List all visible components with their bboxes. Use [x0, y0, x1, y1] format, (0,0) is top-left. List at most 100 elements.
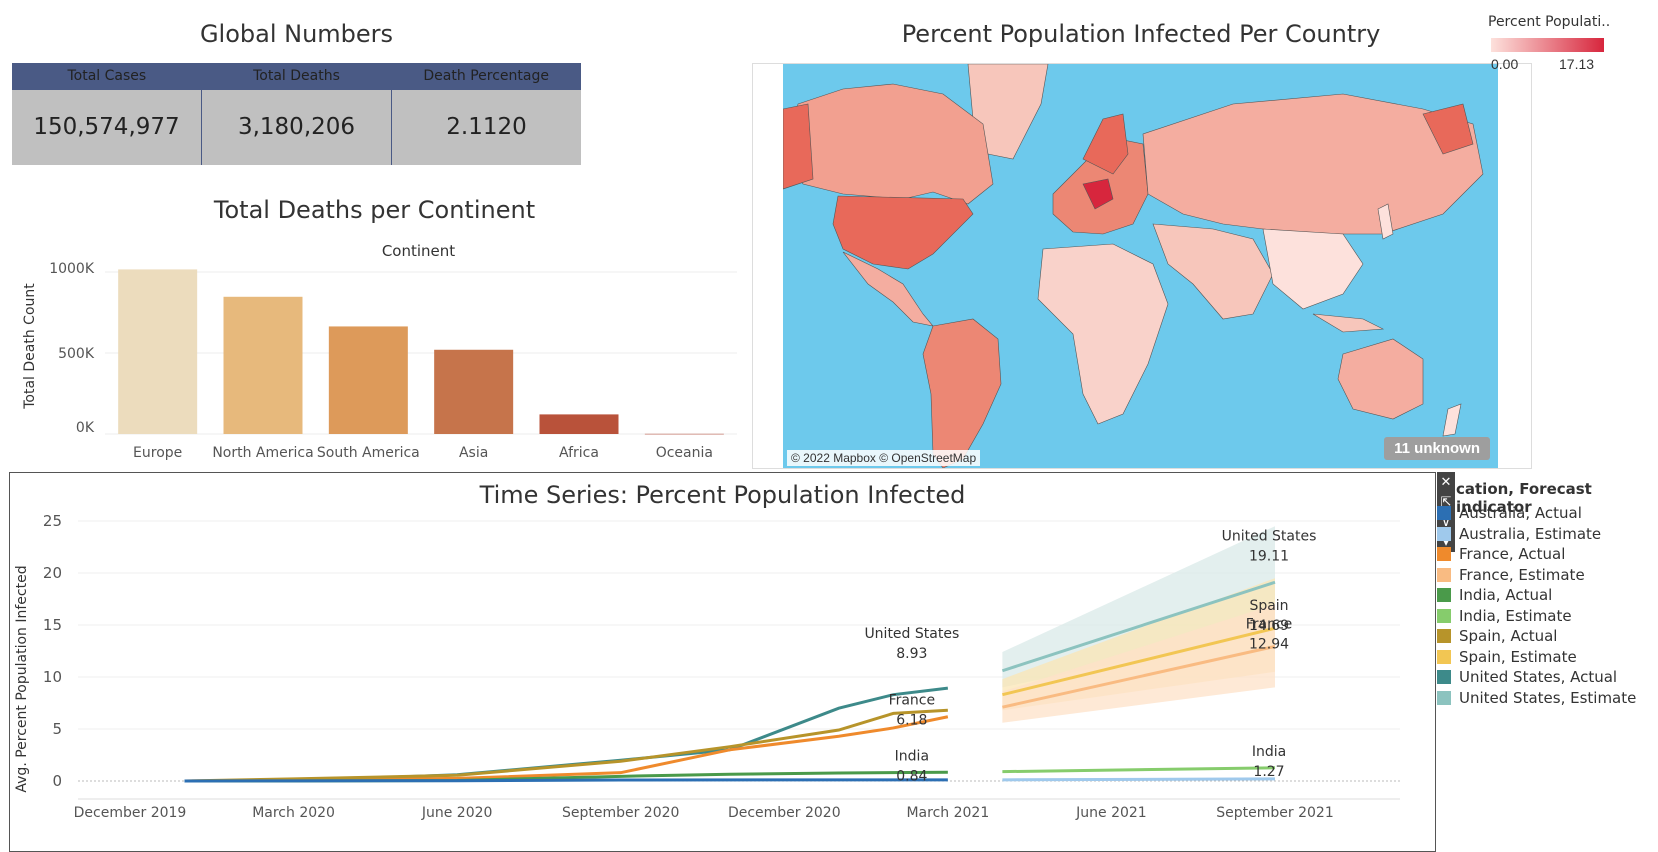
map-ocean[interactable]: © 2022 Mapbox © OpenStreetMap 11 unknown [783, 64, 1498, 468]
timeseries-xtick: September 2021 [1216, 805, 1333, 821]
timeseries-xtick: March 2021 [906, 805, 989, 821]
legend-swatch [1437, 526, 1451, 541]
timeseries-xtick: March 2020 [252, 805, 335, 821]
series-end-label: United States [864, 626, 959, 642]
legend-label: France, Actual [1459, 545, 1566, 563]
series-line-spain-estimate[interactable] [1002, 626, 1276, 697]
series-end-value: 0.84 [896, 768, 927, 784]
map-legend-min: 0.00 [1491, 56, 1519, 72]
legend-item[interactable]: United States, Actual [1437, 667, 1617, 687]
continent-x-tick: Oceania [655, 445, 713, 461]
continent-header: Continent [381, 242, 456, 260]
legend-swatch [1437, 567, 1451, 582]
timeseries-ytick: 20 [43, 564, 62, 582]
series-end-value: 6.18 [896, 713, 927, 729]
continent-x-tick: South America [316, 445, 420, 461]
timeseries-ytick: 25 [43, 512, 62, 530]
bar-asia[interactable] [434, 349, 514, 434]
filter-icon[interactable]: ⊽ [1441, 514, 1451, 529]
global-numbers-values: 150,574,977 3,180,206 2.1120 [12, 90, 581, 165]
timeseries-chart: 25 20 15 10 5 0 December 2019 March 2020 June 20… [43, 512, 1400, 821]
legend-swatch [1437, 629, 1451, 643]
map-title: Percent Population Infected Per Country [901, 20, 1381, 48]
timeseries-xtick: December 2020 [728, 805, 841, 821]
popout-icon[interactable]: ⇱ [1440, 494, 1452, 509]
total-deaths-value: 3,180,206 [202, 90, 392, 165]
legend-swatch [1437, 588, 1451, 602]
series-line-australia-estimate[interactable] [1002, 777, 1276, 782]
legend-item[interactable]: Australia, Actual [1437, 503, 1582, 523]
legend-swatch [1437, 506, 1451, 520]
map-legend-max: 17.13 [1559, 56, 1595, 72]
series-end-value: 8.93 [896, 646, 927, 662]
total-cases-header: Total Cases [67, 68, 147, 84]
series-end-label: Spain [1249, 598, 1288, 614]
legend-label: Spain, Estimate [1459, 647, 1577, 666]
legend-item[interactable]: France, Estimate [1437, 565, 1585, 585]
series-end-label: France [889, 693, 936, 709]
legend-item[interactable]: India, Actual [1437, 585, 1552, 605]
continent-x-tick: Europe [133, 445, 183, 461]
bar-africa[interactable] [539, 414, 619, 434]
legend-swatch [1437, 608, 1451, 623]
bar-oceania[interactable] [644, 433, 724, 435]
bar-south-america[interactable] [328, 326, 408, 434]
series-line-india-estimate[interactable] [1002, 766, 1276, 774]
timeseries-panel[interactable]: Time Series: Percent Population Infected… [9, 472, 1436, 852]
series-line-france-estimate[interactable] [1002, 644, 1276, 709]
legend-label: United States, Estimate [1459, 688, 1637, 707]
legend-item[interactable]: Spain, Estimate [1437, 647, 1577, 667]
series-line-spain-actual[interactable] [184, 708, 948, 783]
legend-swatch [1437, 670, 1451, 684]
legend-item[interactable]: Spain, Actual [1437, 626, 1557, 646]
legend-label: United States, Actual [1459, 668, 1618, 686]
series-line-france-actual[interactable] [184, 715, 949, 783]
more-options-icon[interactable]: ▾ [1442, 534, 1450, 549]
continent-chart-title: Total Deaths per Continent [213, 196, 536, 224]
legend-item[interactable]: India, Estimate [1437, 606, 1572, 626]
legend-label: India, Actual [1459, 586, 1553, 604]
series-end-value: 14.69 [1249, 618, 1289, 634]
legend-item[interactable]: Australia, Estimate [1437, 524, 1601, 544]
timeseries-xtick: June 2021 [1075, 805, 1147, 821]
legend-label: France, Estimate [1459, 565, 1585, 584]
series-end-value: 12.94 [1249, 636, 1289, 652]
continent-x-tick: Africa [559, 445, 599, 461]
legend-label: India, Estimate [1459, 606, 1572, 625]
map-legend-title: Percent Populati.. [1488, 14, 1611, 30]
legend-item[interactable]: United States, Estimate [1437, 688, 1636, 708]
series-end-value: 1.27 [1253, 764, 1284, 780]
timeseries-title: Time Series: Percent Population Infected [479, 481, 966, 509]
map-attribution[interactable]: © 2022 Mapbox © OpenStreetMap [787, 450, 981, 466]
timeseries-xtick: September 2020 [562, 805, 679, 821]
map-countries[interactable] [783, 64, 1498, 468]
series-end-label: India [1252, 744, 1286, 760]
timeseries-ytick: 5 [52, 720, 62, 738]
legend-label: Spain, Actual [1459, 627, 1558, 645]
close-icon[interactable]: ✕ [1440, 474, 1452, 489]
timeseries-ytick: 0 [52, 772, 62, 790]
unknown-count-badge[interactable]: 11 unknown [1384, 437, 1490, 460]
death-percentage-value: 2.1120 [446, 114, 527, 140]
series-end-label: India [895, 748, 929, 764]
death-percentage-header: Death Percentage [423, 68, 549, 84]
series-end-value: 19.11 [1249, 548, 1289, 564]
series-end-label: France [1246, 616, 1293, 632]
legend-label: Australia, Estimate [1459, 524, 1602, 543]
series-line-united-states-estimate[interactable] [1001, 580, 1276, 673]
world-map[interactable]: © 2022 Mapbox © OpenStreetMap 11 unknown [752, 63, 1532, 469]
legend-item[interactable]: France, Actual [1437, 544, 1565, 564]
continent-x-tick: North America [212, 445, 314, 461]
bar-europe[interactable] [118, 269, 198, 434]
timeseries-xtick: June 2020 [421, 805, 493, 821]
legend-swatch [1437, 547, 1451, 561]
continent-ytick: 1000K [49, 261, 94, 277]
bar-north-america[interactable] [223, 296, 303, 434]
global-numbers-header: Total Cases Total Deaths Death Percentag… [12, 63, 581, 90]
timeseries-ytick: 15 [43, 616, 62, 634]
total-deaths-header: Total Deaths [253, 68, 340, 84]
continent-bar-chart [105, 269, 737, 435]
continent-ytick: 500K [58, 346, 94, 362]
map-color-ramp [1491, 38, 1604, 52]
series-line-australia-actual[interactable] [184, 778, 948, 783]
